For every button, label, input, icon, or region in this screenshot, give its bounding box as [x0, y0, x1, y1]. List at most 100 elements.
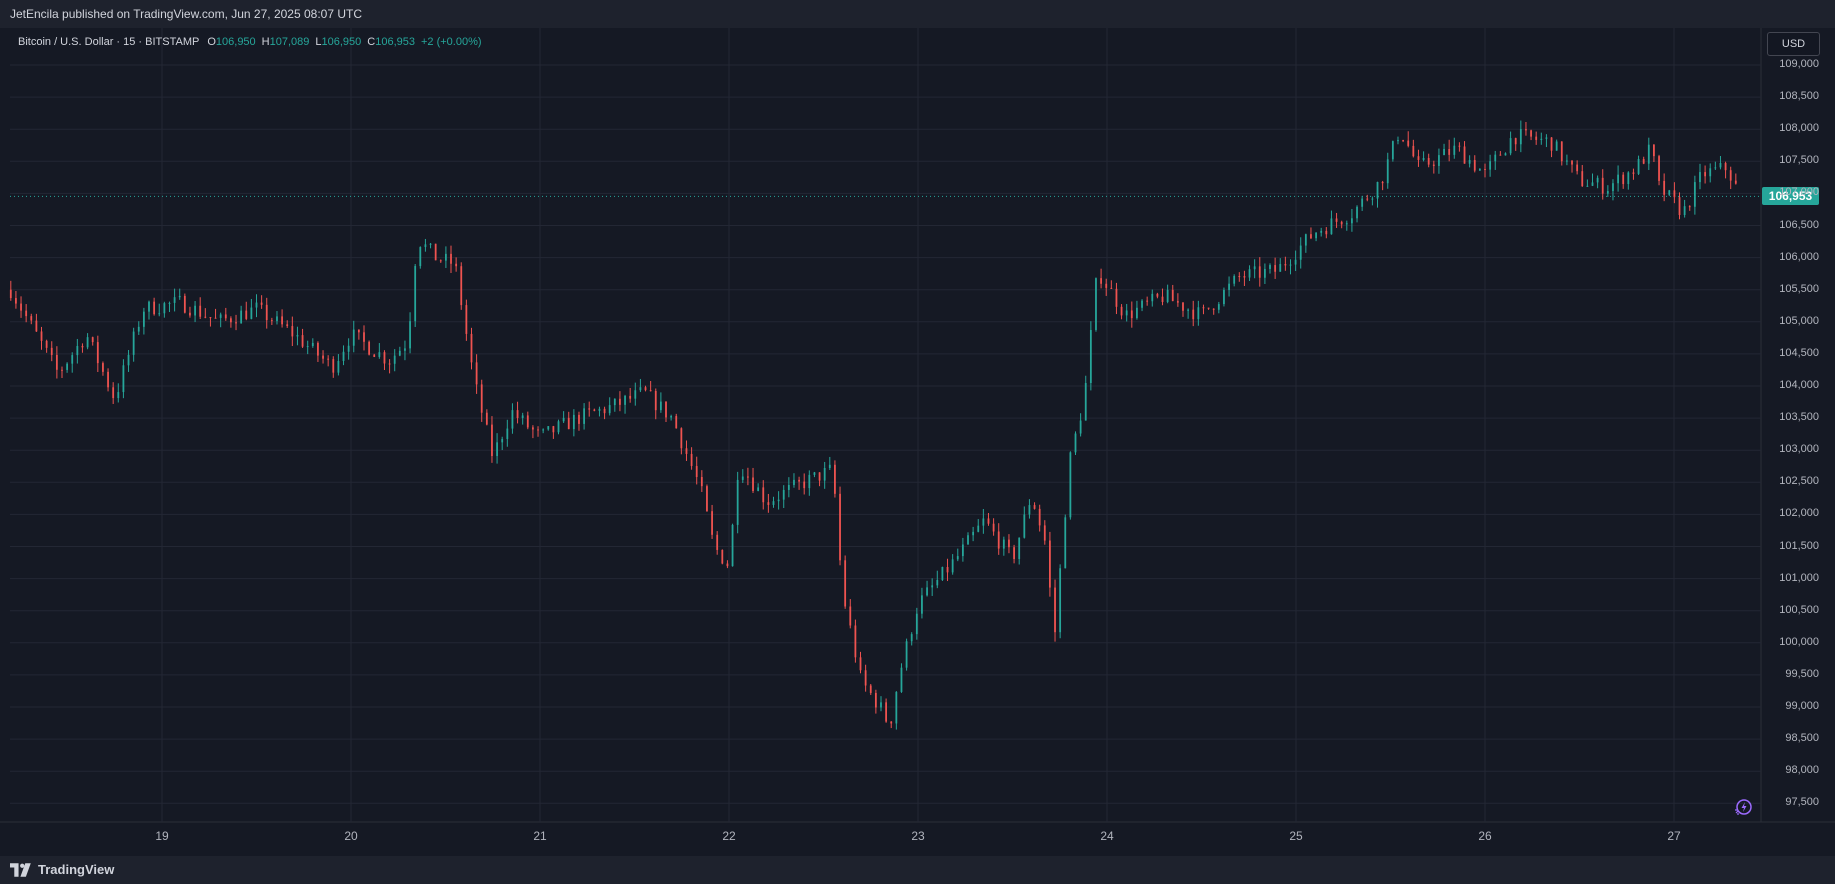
candle-body	[398, 350, 401, 356]
candle-body	[1002, 539, 1005, 549]
candle-body	[823, 467, 826, 481]
candle-body	[1284, 264, 1287, 266]
candle-body	[537, 429, 539, 431]
lightning-icon[interactable]	[1733, 798, 1753, 818]
candle-body	[629, 395, 632, 399]
candle-body	[265, 304, 268, 321]
candle-body	[250, 307, 253, 319]
candle-body	[1432, 164, 1435, 166]
candle-body	[706, 486, 708, 512]
candle-body	[224, 314, 227, 319]
candle-body	[977, 525, 980, 532]
candle-body	[1729, 170, 1732, 181]
candle-body	[1156, 293, 1159, 297]
candle-body	[1601, 177, 1604, 194]
candle-body	[547, 426, 550, 430]
candle-body	[40, 331, 43, 341]
candle-body	[1596, 177, 1599, 183]
candle-body	[787, 484, 790, 490]
candle-body	[61, 369, 63, 371]
tradingview-logo-icon	[10, 862, 31, 877]
candle-body	[665, 401, 667, 418]
candle-body	[1458, 145, 1461, 147]
candle-body	[1719, 163, 1722, 168]
candle-body	[700, 477, 703, 487]
candle-body	[1023, 514, 1026, 538]
candle-body	[434, 243, 437, 261]
price-tick-label: 103,000	[1779, 443, 1819, 456]
candle-body	[491, 424, 493, 457]
candle-body	[311, 342, 314, 347]
candle-body	[603, 408, 606, 414]
candle-body	[1125, 310, 1128, 316]
currency-button[interactable]: USD	[1767, 32, 1820, 56]
candle-body	[997, 531, 1000, 549]
time-tick-label: 25	[1289, 829, 1303, 843]
tradingview-brand[interactable]: TradingView	[10, 862, 114, 877]
price-tick-label: 104,500	[1779, 346, 1819, 359]
candle-body	[276, 316, 278, 322]
candle-body	[1095, 278, 1097, 330]
candle-body	[1105, 283, 1108, 288]
candle-body	[982, 518, 985, 526]
candle-body	[470, 333, 473, 363]
candle-body	[1709, 168, 1712, 177]
candle-body	[1688, 206, 1691, 208]
candle-body	[552, 426, 555, 433]
candle-body	[81, 345, 84, 348]
candle-body	[1238, 276, 1241, 278]
time-tick-label: 22	[722, 829, 736, 843]
candle-body	[178, 295, 181, 298]
candle-body	[158, 313, 161, 315]
candle-body	[1734, 180, 1737, 184]
candle-body	[1074, 433, 1077, 453]
candle-body	[1494, 154, 1497, 162]
change-value: +2 (+0.00%)	[421, 36, 482, 48]
candle-body	[752, 477, 754, 491]
candle-body	[613, 398, 616, 406]
candle-body	[199, 305, 202, 317]
candle-body	[1637, 159, 1640, 174]
price-tick-label: 106,000	[1779, 250, 1819, 263]
close-label: C	[367, 36, 376, 48]
candle-body	[542, 429, 545, 431]
candle-body	[1115, 288, 1118, 307]
candle-body	[1668, 190, 1671, 195]
candle-body	[388, 363, 391, 365]
candle-body	[874, 692, 877, 708]
candle-body	[168, 302, 171, 304]
candle-body	[926, 587, 928, 596]
candle-body	[757, 487, 760, 491]
candle-body	[987, 518, 990, 524]
candle-body	[9, 289, 12, 299]
candle-body	[1146, 300, 1149, 302]
candle-body	[1217, 304, 1220, 310]
candle-body	[798, 479, 800, 482]
candle-body	[747, 476, 749, 478]
candle-body	[1130, 310, 1133, 319]
candle-body	[332, 359, 335, 373]
candle-body	[1571, 160, 1573, 165]
candle-body	[112, 387, 115, 399]
candle-body	[1606, 191, 1609, 194]
price-tick-label: 103,500	[1779, 411, 1819, 424]
candle-body	[450, 253, 452, 264]
candle-body	[347, 345, 350, 352]
candle-body	[1248, 269, 1251, 278]
candle-body	[634, 390, 637, 399]
candle-body	[905, 641, 908, 668]
candle-body	[885, 702, 888, 722]
candle-body	[20, 303, 22, 311]
candle-body	[782, 489, 785, 500]
candle-body	[1320, 230, 1323, 233]
candle-body	[1699, 172, 1701, 183]
candle-body	[1120, 306, 1123, 316]
candle-body	[1647, 144, 1650, 164]
candle-body	[444, 253, 447, 261]
time-tick-label: 23	[911, 829, 925, 843]
price-tick-label: 98,500	[1785, 732, 1819, 745]
symbol-name[interactable]: Bitcoin / U.S. Dollar · 15 · BITSTAMP	[18, 36, 200, 48]
candle-body	[731, 524, 734, 567]
